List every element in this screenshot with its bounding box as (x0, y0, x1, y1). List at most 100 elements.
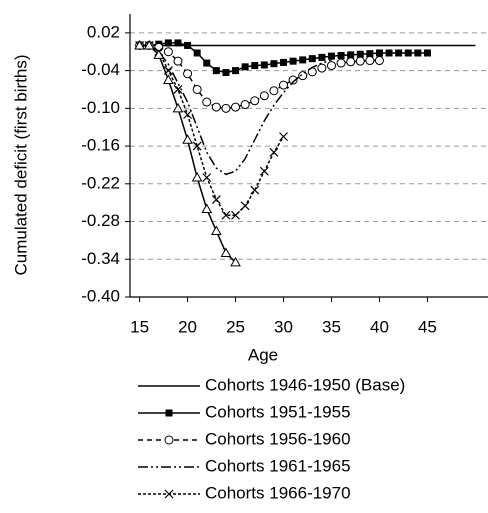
marker (259, 91, 269, 101)
marker (202, 97, 212, 107)
y-tick-label: -0.34 (81, 249, 120, 268)
marker (318, 53, 326, 61)
marker (211, 195, 221, 204)
marker (327, 52, 335, 60)
marker (164, 39, 172, 47)
marker (191, 171, 203, 182)
marker (172, 102, 184, 113)
x-tick-label: 30 (274, 317, 293, 336)
marker (164, 435, 174, 445)
marker (317, 63, 327, 73)
marker (414, 49, 422, 57)
marker (250, 96, 260, 106)
x-tick-label: 25 (226, 317, 245, 336)
marker (279, 132, 288, 142)
marker (288, 75, 298, 85)
x-tick-label: 45 (418, 317, 437, 336)
marker (210, 225, 222, 235)
marker (163, 47, 173, 57)
marker (221, 210, 231, 220)
marker (232, 67, 240, 75)
marker (289, 57, 297, 65)
marker (240, 201, 250, 211)
marker (269, 86, 279, 96)
series-line (139, 42, 428, 74)
marker (423, 49, 431, 57)
y-tick-label: -0.04 (81, 60, 120, 79)
marker (347, 51, 355, 59)
marker (270, 60, 278, 68)
x-tick-label: 35 (322, 317, 341, 336)
marker (221, 103, 231, 113)
marker (298, 71, 308, 81)
marker (201, 203, 213, 213)
x-tick-label: 40 (370, 317, 389, 336)
x-tick-label: 15 (130, 317, 149, 336)
marker (183, 110, 192, 120)
y-tick-label: -0.16 (81, 136, 120, 155)
marker (174, 39, 182, 47)
marker (240, 100, 250, 110)
y-tick-label: -0.40 (81, 286, 120, 305)
marker (356, 50, 364, 58)
marker (143, 39, 155, 50)
marker (173, 85, 183, 94)
marker (279, 80, 289, 90)
marker (231, 210, 240, 220)
marker (346, 57, 356, 67)
marker (192, 84, 202, 94)
series-line (139, 44, 285, 216)
marker (374, 56, 384, 66)
y-tick-label: -0.10 (81, 98, 120, 117)
marker (173, 56, 183, 66)
x-tick-label: 20 (178, 317, 197, 336)
marker (308, 55, 316, 63)
marker (404, 49, 412, 57)
marker (220, 247, 232, 257)
marker (184, 41, 192, 49)
marker (260, 61, 268, 69)
marker (365, 56, 375, 66)
marker (211, 102, 221, 112)
legend-label: Cohorts 1946-1950 (Base) (205, 375, 405, 394)
marker (375, 49, 383, 57)
legend-label: Cohorts 1956-1960 (205, 429, 351, 448)
marker (164, 489, 174, 499)
marker (355, 56, 365, 66)
legend-label: Cohorts 1951-1955 (205, 402, 351, 421)
marker (153, 49, 165, 59)
x-axis-label: Age (248, 345, 278, 364)
marker (280, 58, 288, 66)
marker (134, 39, 145, 50)
marker (366, 50, 374, 58)
marker (212, 67, 220, 75)
marker (202, 173, 212, 182)
marker (241, 63, 249, 71)
y-tick-label: -0.28 (81, 211, 120, 230)
marker (203, 59, 211, 67)
y-tick-label: -0.22 (81, 173, 120, 192)
marker (193, 49, 201, 57)
marker (192, 141, 202, 151)
marker (250, 185, 260, 195)
marker (385, 49, 393, 57)
marker (230, 256, 241, 267)
marker (222, 68, 230, 76)
legend-label: Cohorts 1961-1965 (205, 456, 351, 475)
y-axis-label: Cumulated deficit (first births) (11, 54, 30, 275)
marker (337, 52, 345, 60)
marker (183, 69, 193, 79)
marker (269, 147, 279, 157)
marker (395, 49, 403, 57)
marker (163, 74, 174, 85)
marker (336, 58, 346, 68)
marker (326, 61, 336, 71)
marker (251, 62, 259, 70)
marker (182, 134, 193, 144)
marker (231, 102, 241, 112)
marker (299, 56, 307, 64)
y-tick-label: 0.02 (87, 22, 120, 41)
legend-label: Cohorts 1966-1970 (205, 483, 351, 502)
marker (165, 409, 173, 417)
